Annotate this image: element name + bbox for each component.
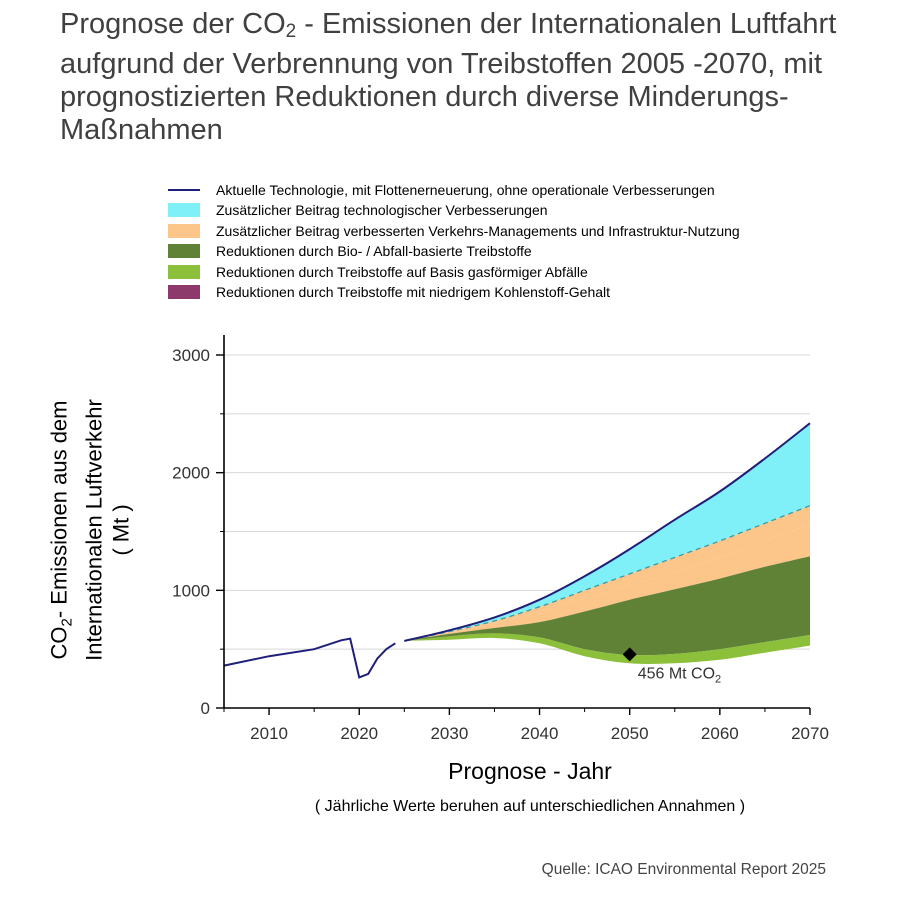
x-tick-label: 2020 — [340, 724, 378, 743]
axes: 0 1000 2000 3000 2010 2020 2030 2040 2050 2060 207… — [172, 335, 829, 743]
legend-line-swatch — [168, 189, 200, 191]
x-tick-label: 2060 — [701, 724, 739, 743]
series-lines — [223, 422, 811, 679]
series-line-after-technology — [404, 504, 811, 642]
legend-swatch — [168, 284, 200, 299]
legend-swatch — [168, 203, 200, 218]
x-axis-label: Prognose - Jahr — [448, 758, 612, 784]
x-tick-label: 2010 — [250, 724, 288, 743]
y-tick-label: 0 — [201, 699, 210, 718]
legend-label: Zusätzlicher Beitrag technologischer Ver… — [216, 202, 548, 219]
x-tick-label: 2050 — [611, 724, 649, 743]
x-tick-label: 2070 — [791, 724, 829, 743]
legend-swatch — [168, 244, 200, 259]
legend-label: Reduktionen durch Treibstoffe mit niedri… — [216, 283, 611, 300]
annotation-label: 456 Mt CO2 — [638, 665, 721, 685]
chart-note: ( Jährliche Werte beruhen auf unterschie… — [314, 798, 746, 815]
legend-swatch — [168, 223, 200, 238]
source-credit: Quelle: ICAO Environmental Report 2025 — [541, 861, 826, 878]
y-tick-label: 3000 — [172, 346, 210, 365]
legend-label: Reduktionen durch Bio- / Abfall-basierte… — [216, 243, 532, 260]
legend-swatch — [168, 264, 200, 279]
series-line-historical — [223, 637, 396, 679]
area-gaseous-waste — [404, 633, 810, 664]
series-line-baseline — [404, 422, 811, 642]
x-tick-label: 2030 — [430, 724, 468, 743]
legend-label: Reduktionen durch Treibstoffe auf Basis … — [216, 263, 588, 280]
x-tick-label: 2040 — [521, 724, 559, 743]
annotations: 456 Mt CO2 — [622, 647, 721, 685]
chart-title: Prognose der CO2 - Emissionen der Intern… — [60, 8, 837, 146]
area-technology — [404, 423, 810, 641]
y-tick-label: 1000 — [172, 581, 210, 600]
stacked-areas — [404, 423, 810, 664]
area-bio-waste — [404, 556, 810, 656]
annotation-marker — [622, 647, 637, 662]
y-tick-label: 2000 — [172, 464, 210, 483]
legend-label: Aktuelle Technologie, mit Flottenerneuer… — [216, 182, 715, 198]
legend-label: Zusätzlicher Beitrag verbesserten Verkeh… — [216, 222, 740, 239]
